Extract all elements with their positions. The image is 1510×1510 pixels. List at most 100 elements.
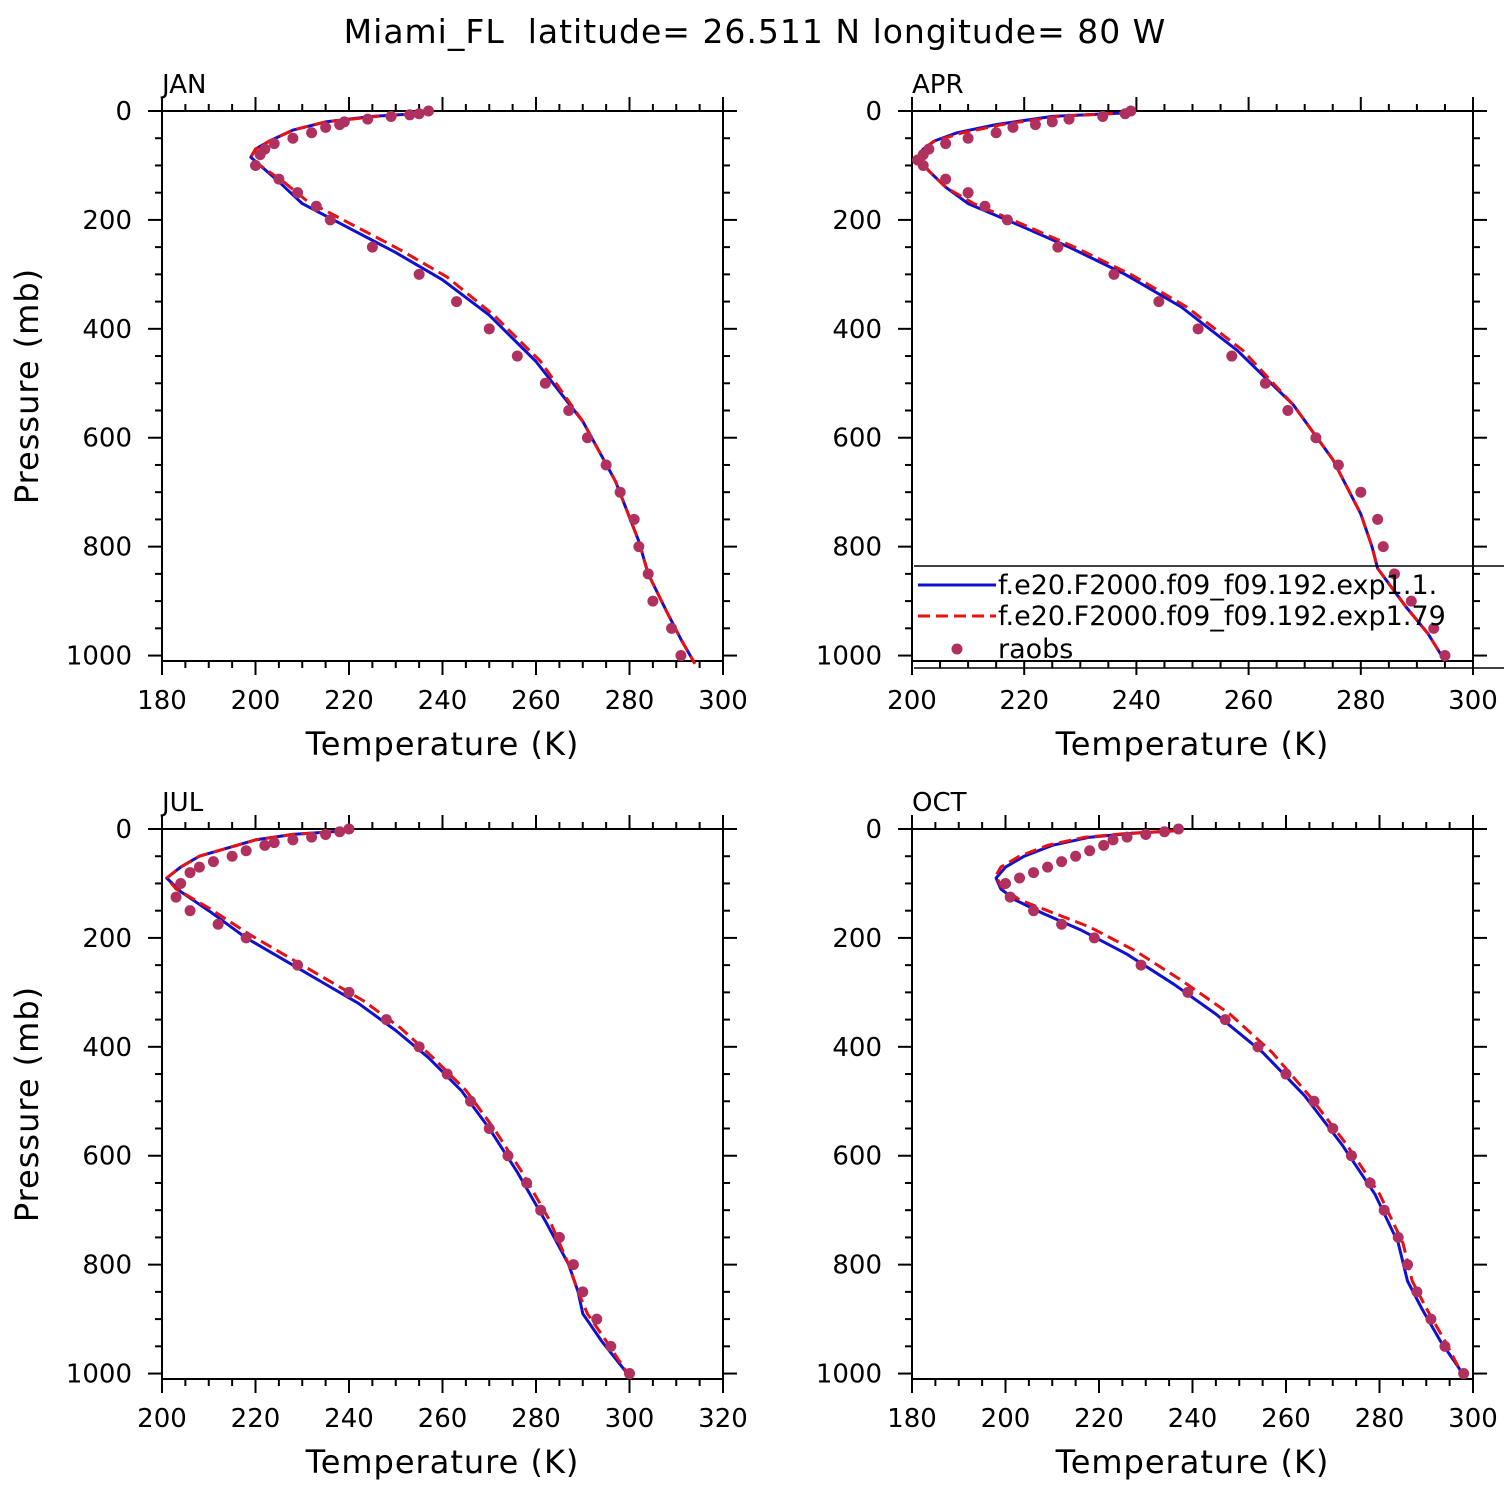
x-tick-label: 280	[511, 1404, 561, 1434]
obs-point	[940, 138, 952, 150]
obs-point	[1046, 116, 1058, 128]
plot-frame	[161, 828, 724, 1380]
x-tick-label: 280	[1355, 1404, 1405, 1434]
obs-point	[1153, 296, 1165, 308]
obs-point	[1308, 1095, 1320, 1107]
obs-point	[292, 959, 304, 971]
obs-point	[624, 1368, 635, 1380]
legend-marker-dot	[951, 643, 963, 655]
x-tick-label: 260	[418, 1404, 468, 1434]
legend-label: raobs	[998, 634, 1073, 665]
y-tick-label: 600	[82, 1142, 132, 1172]
obs-point	[1063, 113, 1075, 125]
legend-label: f.e20.F2000.f09_f09.192.exp1.1.	[998, 570, 1437, 601]
obs-point	[193, 861, 205, 873]
legend-label: f.e20.F2000.f09_f09.192.exp1.79	[998, 601, 1446, 632]
panel-jul: JUL 200 220 240 260 280 300 320 0 200 400 600 800 100…	[8, 788, 748, 1481]
series-model-1-line	[249, 111, 697, 665]
x-tick-label: 260	[511, 686, 561, 716]
plot-frame	[161, 110, 724, 662]
obs-point	[324, 214, 336, 226]
x-tick-label: 180	[887, 1404, 937, 1434]
obs-point	[1000, 877, 1011, 889]
obs-point	[962, 187, 974, 199]
x-tick-label: 240	[1112, 686, 1162, 716]
y-tick-label: 400	[832, 315, 882, 345]
series-raobs	[250, 105, 687, 662]
obs-point	[254, 149, 266, 161]
obs-point	[1028, 905, 1040, 917]
obs-point	[334, 826, 346, 838]
x-axis-label: Temperature (K)	[1055, 1443, 1330, 1481]
obs-point	[581, 432, 593, 444]
y-axis-label: Pressure (mb)	[8, 268, 46, 504]
obs-point	[1004, 891, 1016, 903]
obs-point	[268, 837, 280, 849]
obs-point	[1098, 839, 1110, 851]
obs-point	[539, 377, 551, 389]
obs-point	[483, 1123, 495, 1135]
obs-point	[511, 350, 523, 362]
series-raobs	[170, 823, 635, 1380]
obs-point	[1402, 1259, 1414, 1271]
obs-point	[212, 918, 224, 930]
obs-point	[1182, 986, 1194, 998]
obs-point	[1392, 1231, 1404, 1243]
obs-point	[962, 132, 974, 144]
x-tick-label: 260	[1261, 1404, 1311, 1434]
obs-point	[666, 622, 678, 634]
y-tick-label: 600	[832, 1142, 882, 1172]
x-tick-label: 220	[1074, 1404, 1124, 1434]
obs-point	[647, 595, 659, 607]
x-tick-label: 220	[324, 686, 374, 716]
x-tick-label: 180	[137, 686, 187, 716]
obs-point	[1014, 872, 1026, 884]
obs-point	[1121, 831, 1133, 843]
obs-point	[1332, 459, 1344, 471]
obs-point	[1310, 432, 1322, 444]
obs-point	[1192, 323, 1204, 335]
y-tick-label: 1000	[66, 642, 132, 672]
obs-point	[320, 828, 332, 840]
obs-point	[1378, 1204, 1390, 1216]
obs-point	[563, 405, 575, 417]
obs-point	[1107, 834, 1119, 846]
obs-point	[343, 823, 355, 835]
x-tick-label: 260	[1224, 686, 1274, 716]
obs-point	[1405, 595, 1417, 607]
x-tick-label: 240	[418, 686, 468, 716]
y-tick-label: 800	[82, 533, 132, 563]
obs-point	[413, 108, 425, 120]
obs-point	[940, 173, 952, 185]
obs-point	[273, 173, 285, 185]
obs-point	[226, 850, 238, 862]
obs-point	[1056, 918, 1068, 930]
obs-point	[413, 268, 425, 280]
y-tick-label: 200	[832, 924, 882, 954]
obs-point	[184, 905, 196, 917]
obs-point	[385, 110, 397, 122]
y-tick-label: 200	[82, 206, 132, 236]
obs-point	[362, 113, 374, 125]
obs-point	[184, 867, 196, 879]
panel-label: OCT	[912, 788, 967, 818]
obs-point	[1135, 959, 1147, 971]
obs-point	[1084, 845, 1096, 857]
obs-point	[1029, 119, 1041, 131]
obs-point	[1252, 1041, 1264, 1053]
obs-point	[614, 486, 626, 498]
obs-point	[1425, 1313, 1437, 1325]
obs-point	[1439, 650, 1451, 662]
obs-point	[366, 241, 378, 253]
obs-point	[535, 1204, 547, 1216]
obs-point	[483, 323, 495, 335]
obs-point	[1088, 932, 1100, 944]
x-tick-label: 300	[698, 686, 748, 716]
x-axis-label: Temperature (K)	[305, 1443, 580, 1481]
legend: f.e20.F2000.f09_f09.192.exp1.1.f.e20.F20…	[914, 565, 1504, 669]
series-model-1-line	[165, 829, 631, 1378]
obs-point	[1172, 823, 1184, 835]
obs-point	[1097, 110, 1109, 122]
panel-label: JUL	[160, 788, 204, 818]
